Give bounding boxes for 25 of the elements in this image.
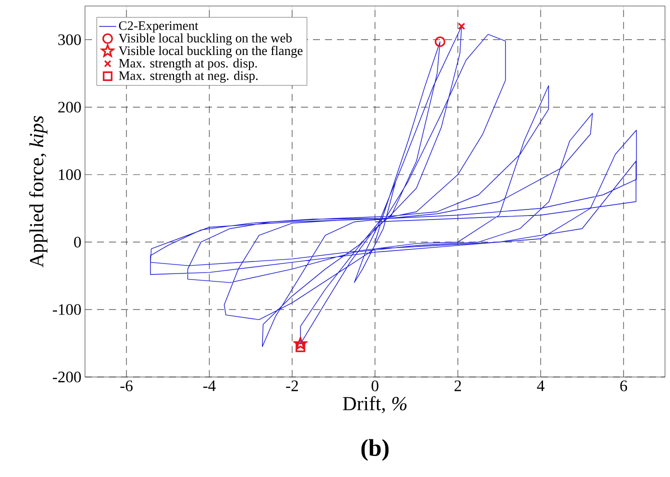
point xyxy=(434,36,446,48)
x-tick-label: -4 xyxy=(203,380,216,392)
point xyxy=(296,342,306,352)
point xyxy=(458,22,466,30)
y-tick-label: 200 xyxy=(58,102,81,113)
x-tick-label: 6 xyxy=(620,380,628,392)
y-tick-label: 100 xyxy=(58,169,81,180)
legend-label: Visible local buckling on the web xyxy=(118,33,292,46)
legend-label: Max. strength at neg. disp. xyxy=(118,70,258,83)
y-tick-label: 0 xyxy=(74,236,81,248)
legend-label: Visible local buckling on the flange xyxy=(118,46,303,58)
x-tick-label: 2 xyxy=(454,380,461,392)
legend-label: C2-Experiment xyxy=(119,21,198,33)
y-tick-label: 300 xyxy=(58,34,81,46)
x-tick-label: 0 xyxy=(372,380,378,392)
point xyxy=(294,337,307,350)
x-tick-label: -6 xyxy=(120,380,133,392)
x-axis-title: Drift, % xyxy=(342,396,406,414)
text: (b) xyxy=(361,439,389,461)
y-tick-label: -100 xyxy=(52,304,81,315)
x-tick-label: 4 xyxy=(537,380,544,392)
legend-label: Max. strength at pos. disp. xyxy=(118,58,257,70)
y-axis-title: Applied force, kips xyxy=(29,116,48,268)
x-tick-label: -2 xyxy=(286,380,298,392)
y-tick-label: -200 xyxy=(52,372,81,382)
